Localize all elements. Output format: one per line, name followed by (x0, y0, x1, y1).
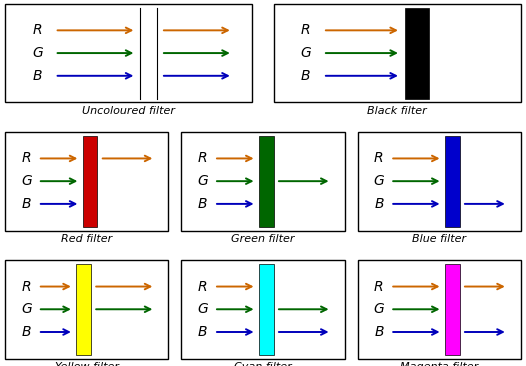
Text: Black filter: Black filter (367, 105, 427, 116)
Text: Cyan filter: Cyan filter (234, 362, 292, 366)
Text: G: G (21, 302, 32, 316)
Bar (404, 8, 429, 98)
Text: R: R (374, 280, 383, 294)
Bar (445, 136, 460, 227)
Text: Blue filter: Blue filter (412, 234, 466, 244)
Text: R: R (22, 152, 31, 165)
Text: R: R (22, 280, 31, 294)
Text: B: B (22, 325, 31, 339)
Text: R: R (33, 23, 42, 37)
Text: G: G (373, 302, 385, 316)
Text: G: G (32, 46, 43, 60)
Text: G: G (300, 46, 311, 60)
Text: Green filter: Green filter (231, 234, 295, 244)
Bar (259, 136, 274, 227)
Text: B: B (198, 325, 207, 339)
Text: Uncoloured filter: Uncoloured filter (83, 105, 175, 116)
Text: R: R (198, 152, 207, 165)
Text: Magenta filter: Magenta filter (400, 362, 478, 366)
Bar (445, 264, 460, 355)
Text: B: B (374, 325, 383, 339)
Text: R: R (301, 23, 310, 37)
Text: B: B (22, 197, 31, 211)
Text: G: G (197, 174, 208, 188)
Text: B: B (33, 69, 42, 83)
Bar (83, 136, 97, 227)
Text: G: G (373, 174, 385, 188)
Text: Red filter: Red filter (61, 234, 113, 244)
Text: R: R (198, 280, 207, 294)
Bar (259, 264, 274, 355)
Bar (76, 264, 91, 355)
Text: R: R (374, 152, 383, 165)
Text: G: G (197, 302, 208, 316)
Text: B: B (198, 197, 207, 211)
Text: G: G (21, 174, 32, 188)
Text: B: B (374, 197, 383, 211)
Text: B: B (301, 69, 310, 83)
Text: Yellow filter: Yellow filter (55, 362, 119, 366)
